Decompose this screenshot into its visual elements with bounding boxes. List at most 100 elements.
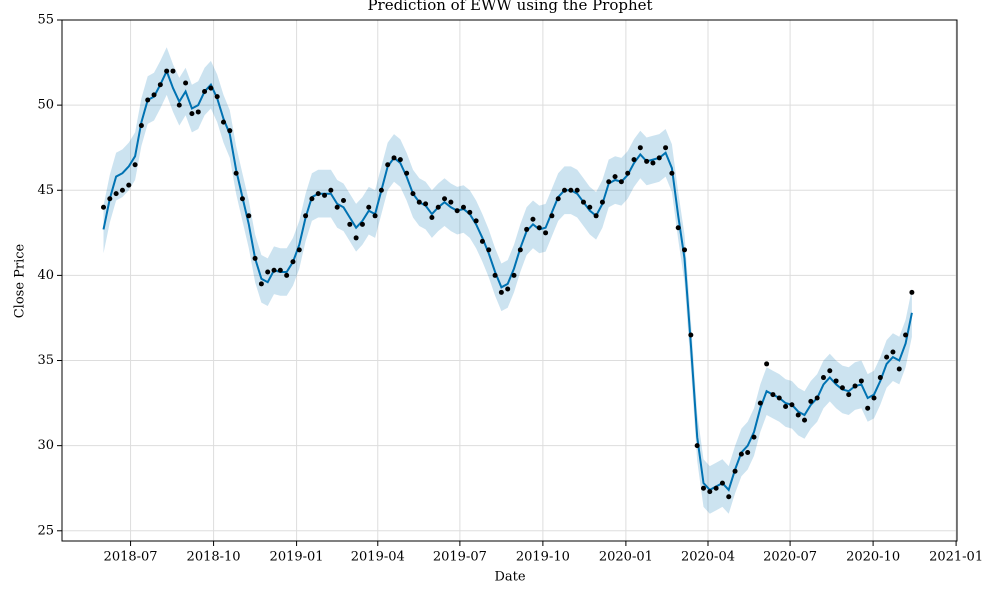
actual-point [599, 199, 605, 205]
actual-point [650, 160, 656, 166]
actual-point [189, 111, 195, 117]
actual-point [580, 199, 586, 205]
x-tick-label: 2020-01 [599, 550, 653, 565]
actual-point [625, 170, 631, 176]
actual-point [694, 443, 700, 449]
actual-point [644, 158, 650, 164]
actual-point [460, 204, 466, 210]
actual-point [587, 204, 593, 210]
actual-point [505, 286, 511, 292]
actual-point [271, 267, 277, 273]
actual-point [239, 196, 245, 202]
actual-point [562, 187, 568, 193]
x-tick-label: 2020-07 [763, 550, 817, 565]
actual-point [170, 68, 176, 74]
actual-point [776, 395, 782, 401]
actual-point [896, 366, 902, 372]
actual-point [682, 247, 688, 253]
actual-point [366, 204, 372, 210]
actual-point [378, 187, 384, 193]
actual-point [827, 368, 833, 374]
actual-point [865, 405, 871, 411]
actual-point [410, 191, 416, 197]
actual-point [656, 155, 662, 161]
actual-point [732, 468, 738, 474]
actual-point [663, 145, 669, 151]
actual-point [498, 289, 504, 295]
actual-point [467, 209, 473, 215]
actual-point [612, 174, 618, 180]
y-tick-label: 25 [37, 523, 54, 538]
actual-point [738, 451, 744, 457]
actual-point [208, 85, 214, 91]
actual-point [618, 179, 624, 185]
actual-point [435, 204, 441, 210]
actual-point [359, 221, 365, 227]
y-tick-label: 45 [37, 183, 54, 198]
actual-point [404, 170, 410, 176]
actual-point [675, 225, 681, 231]
y-tick-label: 50 [37, 98, 54, 113]
actual-point [593, 213, 599, 219]
actual-point [353, 235, 359, 241]
actual-point [839, 385, 845, 391]
actual-point [511, 272, 517, 278]
actual-point [795, 412, 801, 418]
actual-point [448, 199, 454, 205]
actual-point [789, 402, 795, 408]
x-axis-label: Date [494, 570, 525, 585]
actual-point [214, 94, 220, 100]
actual-point [252, 255, 258, 261]
actual-point [543, 230, 549, 236]
x-tick-label: 2019-10 [516, 550, 570, 565]
y-tick-label: 55 [37, 13, 54, 28]
actual-point [751, 434, 757, 440]
actual-point [347, 221, 353, 227]
actual-point [157, 82, 163, 88]
actual-point [113, 191, 119, 197]
actual-point [164, 68, 170, 74]
actual-point [719, 480, 725, 486]
plot-frame [61, 19, 958, 542]
actual-point [884, 354, 890, 360]
y-tick-label: 30 [37, 438, 54, 453]
actual-point [202, 89, 208, 95]
actual-point [909, 289, 915, 295]
actual-point [442, 196, 448, 202]
actual-point [606, 179, 612, 185]
actual-point [151, 92, 157, 98]
actual-point [334, 204, 340, 210]
actual-point [227, 128, 233, 134]
actual-point [277, 267, 283, 273]
actual-point [284, 272, 290, 278]
actual-point [536, 225, 542, 231]
actual-point [233, 170, 239, 176]
actual-point [107, 196, 113, 202]
actual-point [479, 238, 485, 244]
chart-title: Prediction of EWW using the Prophet [367, 0, 652, 14]
actual-point [119, 187, 125, 193]
actual-point [637, 145, 643, 151]
x-tick-label: 2019-04 [351, 550, 405, 565]
actual-point [101, 204, 107, 210]
actual-point [145, 97, 151, 103]
actual-point [726, 494, 732, 500]
actual-point [770, 392, 776, 398]
x-tick-label: 2021-01 [929, 550, 983, 565]
actual-point [309, 196, 315, 202]
actual-point [574, 187, 580, 193]
actual-point [757, 400, 763, 406]
x-tick-label: 2020-04 [681, 550, 735, 565]
actual-point [877, 375, 883, 381]
actual-point [132, 162, 138, 168]
actual-point [852, 383, 858, 389]
uncertainty-band [103, 47, 912, 514]
actual-point [524, 226, 530, 232]
actual-point [871, 395, 877, 401]
actual-point [138, 123, 144, 129]
actual-point [783, 403, 789, 409]
actual-point [473, 218, 479, 224]
actual-point [713, 485, 719, 491]
actual-point [846, 392, 852, 398]
